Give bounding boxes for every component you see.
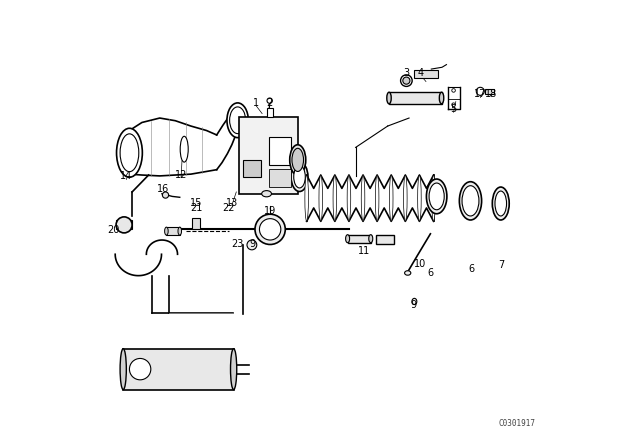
Circle shape: [401, 75, 412, 86]
Text: 11: 11: [358, 246, 370, 256]
Ellipse shape: [418, 175, 421, 221]
Ellipse shape: [120, 349, 126, 390]
Text: 1: 1: [253, 98, 259, 108]
Ellipse shape: [291, 162, 308, 191]
Bar: [414, 70, 438, 78]
Circle shape: [163, 192, 168, 198]
Ellipse shape: [305, 175, 308, 221]
Ellipse shape: [375, 175, 379, 221]
Circle shape: [247, 240, 257, 250]
Text: 16: 16: [157, 184, 170, 194]
Ellipse shape: [426, 179, 447, 214]
Ellipse shape: [361, 175, 365, 221]
Bar: [376, 235, 394, 244]
Text: 6: 6: [468, 264, 474, 275]
Text: 15: 15: [190, 198, 202, 207]
Bar: [192, 218, 200, 229]
Bar: [269, 169, 291, 187]
Ellipse shape: [432, 175, 435, 221]
Ellipse shape: [404, 271, 411, 275]
Bar: [389, 92, 442, 104]
Text: 9: 9: [410, 300, 417, 310]
Circle shape: [129, 358, 151, 380]
Text: 4: 4: [417, 68, 424, 78]
Ellipse shape: [404, 175, 407, 221]
Text: C0301917: C0301917: [499, 419, 536, 428]
Ellipse shape: [294, 166, 305, 188]
Ellipse shape: [495, 191, 506, 216]
Text: 17: 17: [474, 89, 486, 99]
Ellipse shape: [227, 103, 248, 138]
Text: 10: 10: [413, 259, 426, 269]
Ellipse shape: [262, 190, 271, 197]
Ellipse shape: [429, 183, 444, 210]
Bar: [267, 108, 273, 117]
Ellipse shape: [387, 92, 391, 104]
Text: 23: 23: [231, 239, 243, 249]
Ellipse shape: [319, 175, 323, 221]
Ellipse shape: [290, 145, 306, 175]
Bar: [166, 227, 180, 235]
Text: 18: 18: [485, 89, 497, 99]
Text: 19: 19: [264, 206, 276, 215]
Text: 14: 14: [120, 172, 132, 181]
Bar: [239, 117, 298, 194]
Bar: [269, 137, 291, 165]
Circle shape: [267, 98, 273, 103]
Bar: [484, 89, 493, 94]
Ellipse shape: [492, 187, 509, 220]
Ellipse shape: [460, 182, 482, 220]
Text: 21: 21: [190, 203, 202, 213]
Circle shape: [255, 214, 285, 245]
Text: 20: 20: [108, 225, 120, 235]
Ellipse shape: [178, 227, 182, 235]
Ellipse shape: [180, 136, 188, 162]
Ellipse shape: [120, 134, 139, 172]
Bar: [348, 235, 371, 243]
Circle shape: [116, 217, 132, 233]
Circle shape: [452, 89, 455, 92]
Circle shape: [452, 103, 455, 107]
Text: 3: 3: [403, 68, 410, 78]
Text: 5: 5: [451, 104, 457, 114]
Circle shape: [476, 87, 484, 95]
Text: 7: 7: [499, 260, 505, 270]
Ellipse shape: [412, 298, 417, 305]
Bar: [243, 160, 261, 177]
Text: 13: 13: [226, 198, 238, 207]
Bar: [116, 220, 132, 229]
Ellipse shape: [230, 349, 237, 390]
Ellipse shape: [116, 128, 142, 177]
Ellipse shape: [164, 227, 168, 235]
Ellipse shape: [230, 107, 246, 134]
Circle shape: [259, 219, 281, 240]
Ellipse shape: [390, 175, 393, 221]
Ellipse shape: [346, 235, 349, 243]
Ellipse shape: [462, 186, 479, 216]
Text: 2: 2: [266, 98, 273, 108]
Text: 22: 22: [223, 203, 235, 213]
Ellipse shape: [347, 175, 351, 221]
Text: 6: 6: [428, 268, 433, 278]
Ellipse shape: [369, 235, 372, 243]
Text: 12: 12: [175, 170, 188, 180]
Ellipse shape: [439, 92, 444, 104]
Ellipse shape: [292, 148, 303, 172]
Text: 9: 9: [249, 239, 255, 249]
Ellipse shape: [333, 175, 337, 221]
Circle shape: [403, 77, 410, 84]
Bar: [124, 349, 234, 390]
